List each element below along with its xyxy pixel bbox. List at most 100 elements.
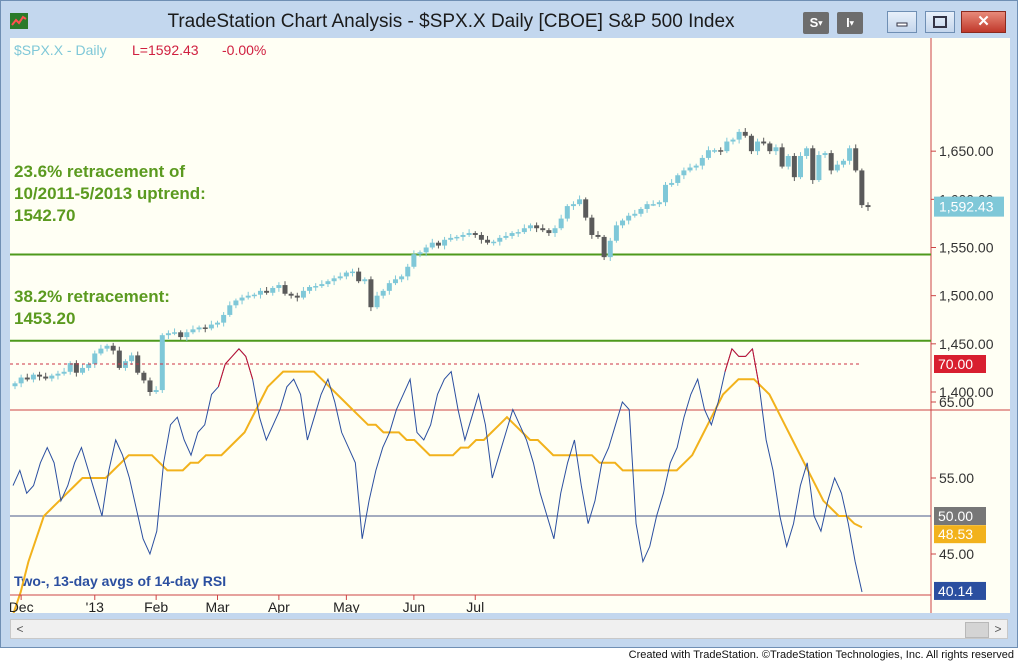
candle-body: [583, 199, 589, 218]
fib-382-annotation-line1: 38.2% retracement:: [14, 287, 170, 306]
candle-body: [632, 213, 638, 216]
candle-body: [374, 295, 380, 308]
last-price-label: L=1592.43: [132, 42, 199, 58]
candle-body: [626, 215, 632, 221]
candle-body: [521, 228, 527, 233]
maximize-button[interactable]: [925, 11, 955, 33]
candle-body: [699, 157, 705, 166]
candle-body: [411, 254, 417, 267]
candle-body: [552, 228, 558, 234]
rsi-tick-label: 55.00: [939, 470, 974, 486]
tradestation-credit: Created with TradeStation. ©TradeStation…: [628, 649, 1014, 661]
candle-body: [110, 345, 116, 351]
candle-body: [178, 332, 184, 338]
candle-body: [509, 233, 515, 236]
price-change-label: -0.00%: [222, 42, 266, 58]
candle-body: [742, 131, 748, 136]
rsi-slow-value-badge: [934, 525, 986, 544]
candle-body: [73, 363, 79, 373]
candle-body: [589, 217, 595, 235]
candle-body: [270, 287, 276, 293]
candle-body: [638, 208, 644, 214]
candle-body: [478, 234, 484, 240]
candle-body: [227, 305, 233, 315]
candle-body: [49, 375, 55, 379]
title-bar[interactable]: TradeStation Chart Analysis - $SPX.X Dai…: [1, 1, 1018, 41]
candle-body: [810, 148, 816, 181]
candle-body: [67, 363, 73, 372]
candle-body: [92, 353, 98, 365]
candle-body: [37, 374, 43, 377]
horizontal-scrollbar[interactable]: < >: [10, 619, 1008, 639]
candle-body: [767, 143, 773, 152]
candle-body: [55, 373, 61, 376]
time-tick-label: '13: [86, 599, 104, 613]
rsi-overbought-segment: [245, 356, 254, 380]
candle-body: [693, 165, 699, 168]
chevron-down-icon: ▾: [849, 18, 854, 28]
candle-body: [300, 290, 306, 298]
candle-body: [196, 327, 202, 330]
candle-body: [202, 327, 208, 329]
candle-body: [116, 350, 122, 368]
symbol-link-label: S: [809, 15, 819, 30]
chart-plot-area[interactable]: $SPX.X - Daily L=1592.43 -0.00% 23.6% re…: [9, 38, 1010, 663]
candle-body: [724, 141, 730, 152]
candle-body: [282, 285, 288, 294]
candle-body: [442, 239, 448, 246]
scroll-right-icon[interactable]: >: [994, 622, 1002, 636]
candle-body: [613, 225, 619, 241]
rsi-overbought-segment: [731, 348, 740, 357]
chart-symbol-label: $SPX.X - Daily: [14, 42, 107, 58]
price-tick-label: 1,400.00: [939, 384, 994, 400]
close-button[interactable]: ✕: [961, 11, 1006, 33]
candle-body: [264, 290, 270, 293]
candle-body: [859, 170, 865, 206]
minimize-button[interactable]: [887, 11, 917, 33]
candle-body: [595, 234, 601, 237]
rsi-50-badge: [934, 507, 986, 525]
scroll-left-icon[interactable]: <: [16, 622, 24, 636]
candle-body: [527, 225, 533, 229]
candle-body: [356, 271, 362, 282]
interval-link-button[interactable]: I▾: [837, 12, 863, 34]
candle-body: [245, 295, 251, 298]
candle-body: [319, 284, 325, 287]
candle-body: [337, 276, 343, 279]
candle-body: [460, 234, 466, 237]
rsi-tick-label: 65.00: [939, 394, 974, 410]
candle-body: [748, 135, 754, 152]
candle-body: [865, 205, 871, 208]
candle-body: [828, 153, 834, 171]
minimize-icon: [896, 22, 908, 27]
time-tick-label: Jul: [466, 599, 484, 613]
candle-body: [705, 150, 711, 158]
candle-body: [491, 241, 497, 244]
rsi-slow-value-badge-label: 48.53: [938, 526, 973, 542]
candle-body: [141, 372, 147, 381]
scrollbar-thumb[interactable]: [965, 622, 989, 638]
time-tick-label: Jun: [403, 599, 426, 613]
candle-body: [288, 293, 294, 296]
rsi-overbought-segment: [745, 348, 753, 357]
candle-body: [773, 147, 779, 152]
rsi-overbought-segment: [751, 348, 760, 387]
candle-body: [98, 348, 104, 354]
candle-body: [362, 279, 368, 282]
candle-body: [429, 242, 435, 248]
candle-body: [650, 204, 656, 206]
symbol-link-button[interactable]: S▾: [803, 12, 829, 34]
price-and-rsi-chart[interactable]: $SPX.X - Daily L=1592.43 -0.00% 23.6% re…: [9, 38, 1010, 663]
candle-body: [804, 148, 810, 156]
candle-body: [497, 237, 503, 242]
candle-body: [834, 164, 840, 171]
candle-body: [24, 377, 30, 380]
candle-body: [607, 240, 613, 258]
candle-body: [534, 225, 540, 229]
candle-body: [251, 294, 257, 297]
rsi-overbought-segment: [224, 356, 233, 365]
candle-body: [331, 278, 337, 282]
candle-body: [847, 148, 853, 161]
candle-body: [755, 141, 761, 152]
